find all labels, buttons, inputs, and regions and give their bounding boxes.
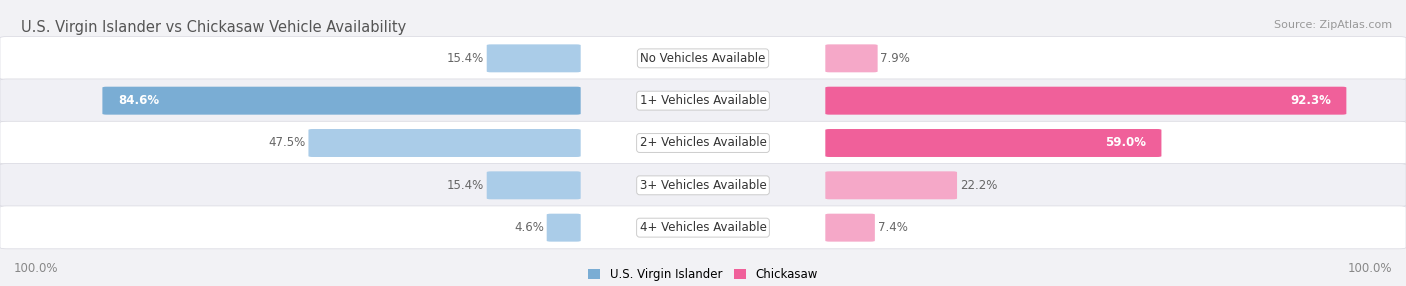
- FancyBboxPatch shape: [103, 87, 581, 115]
- FancyBboxPatch shape: [0, 79, 1406, 122]
- FancyBboxPatch shape: [825, 87, 1347, 115]
- Text: 100.0%: 100.0%: [1347, 262, 1392, 275]
- Text: 2+ Vehicles Available: 2+ Vehicles Available: [640, 136, 766, 150]
- Text: 59.0%: 59.0%: [1105, 136, 1146, 150]
- Text: 100.0%: 100.0%: [14, 262, 59, 275]
- FancyBboxPatch shape: [486, 171, 581, 199]
- Text: 1+ Vehicles Available: 1+ Vehicles Available: [640, 94, 766, 107]
- Text: 22.2%: 22.2%: [960, 179, 997, 192]
- Text: 84.6%: 84.6%: [118, 94, 159, 107]
- FancyBboxPatch shape: [0, 37, 1406, 80]
- FancyBboxPatch shape: [0, 206, 1406, 249]
- Text: 4.6%: 4.6%: [515, 221, 544, 234]
- FancyBboxPatch shape: [0, 164, 1406, 206]
- Text: 47.5%: 47.5%: [269, 136, 305, 150]
- Text: Source: ZipAtlas.com: Source: ZipAtlas.com: [1274, 20, 1392, 30]
- Text: 7.9%: 7.9%: [880, 52, 910, 65]
- FancyBboxPatch shape: [0, 121, 1406, 164]
- Text: 92.3%: 92.3%: [1291, 94, 1331, 107]
- FancyBboxPatch shape: [486, 44, 581, 72]
- Text: 3+ Vehicles Available: 3+ Vehicles Available: [640, 179, 766, 192]
- Text: U.S. Virgin Islander vs Chickasaw Vehicle Availability: U.S. Virgin Islander vs Chickasaw Vehicl…: [21, 20, 406, 35]
- FancyBboxPatch shape: [825, 171, 957, 199]
- FancyBboxPatch shape: [547, 214, 581, 242]
- FancyBboxPatch shape: [825, 44, 877, 72]
- Text: 15.4%: 15.4%: [447, 179, 484, 192]
- Text: 7.4%: 7.4%: [877, 221, 907, 234]
- FancyBboxPatch shape: [825, 214, 875, 242]
- FancyBboxPatch shape: [825, 129, 1161, 157]
- Text: No Vehicles Available: No Vehicles Available: [640, 52, 766, 65]
- Legend: U.S. Virgin Islander, Chickasaw: U.S. Virgin Islander, Chickasaw: [583, 264, 823, 286]
- Text: 15.4%: 15.4%: [447, 52, 484, 65]
- FancyBboxPatch shape: [308, 129, 581, 157]
- Text: 4+ Vehicles Available: 4+ Vehicles Available: [640, 221, 766, 234]
